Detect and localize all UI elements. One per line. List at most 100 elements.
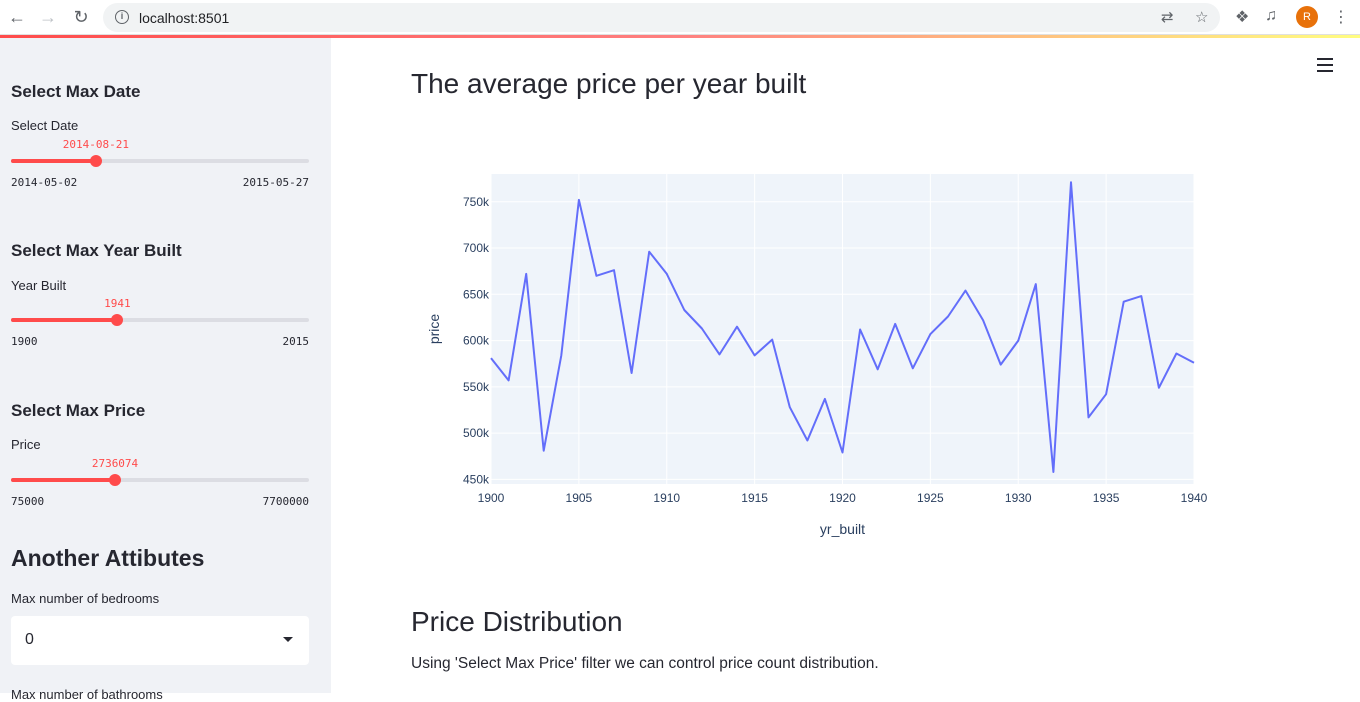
data-point xyxy=(822,396,828,402)
data-point xyxy=(1121,299,1127,305)
y-tick-label: 700k xyxy=(463,241,490,255)
slider-max: 2015 xyxy=(282,335,310,348)
data-point xyxy=(980,317,986,323)
other-attributes-title: Another Attibutes xyxy=(11,545,205,571)
data-point xyxy=(523,271,529,277)
data-point xyxy=(488,355,494,361)
app-menu-icon[interactable] xyxy=(1317,58,1333,72)
slider-min: 1900 xyxy=(11,335,38,348)
data-point xyxy=(1068,179,1074,185)
data-point xyxy=(1156,385,1162,391)
slider-thumb[interactable] xyxy=(89,155,102,167)
y-tick-label: 550k xyxy=(463,380,490,394)
data-point xyxy=(998,362,1004,368)
slider-thumb[interactable] xyxy=(111,314,124,326)
price-section-title: Select Max Price xyxy=(11,401,146,420)
x-tick-label: 1920 xyxy=(829,491,856,505)
sidebar: Select Max Date Select Date 2014-08-21 2… xyxy=(0,38,331,702)
price-slider[interactable]: 2736074 75000 7700000 xyxy=(11,457,309,517)
data-point xyxy=(769,337,775,343)
price-series-line xyxy=(490,181,1195,473)
slider-max: 7700000 xyxy=(262,495,309,508)
x-tick-label: 1915 xyxy=(741,491,768,505)
profile-avatar[interactable]: R xyxy=(1296,6,1318,28)
x-tick-label: 1905 xyxy=(566,491,593,505)
year-slider-label: Year Built xyxy=(11,278,67,293)
data-point xyxy=(1050,469,1056,475)
forward-icon[interactable]: → xyxy=(39,6,57,27)
data-point xyxy=(558,352,564,358)
date-slider-label: Select Date xyxy=(11,118,79,133)
data-point xyxy=(734,324,740,330)
data-point xyxy=(1191,360,1197,366)
data-point xyxy=(629,370,635,376)
browser-menu-icon[interactable]: ⋮ xyxy=(1333,9,1349,26)
data-point xyxy=(1033,281,1039,287)
slider-fill xyxy=(11,318,118,322)
y-tick-label: 500k xyxy=(463,426,490,440)
y-tick-label: 600k xyxy=(463,334,490,348)
data-point xyxy=(875,366,881,372)
extensions-icon[interactable]: ❖ xyxy=(1235,9,1250,26)
browser-toolbar: ← → ↻ i localhost:8501 ⇄ ☆ ❖ ♫ R ⋮ xyxy=(0,0,1360,35)
reload-icon[interactable]: ↻ xyxy=(73,6,89,27)
slider-track[interactable] xyxy=(11,318,309,322)
x-tick-label: 1900 xyxy=(478,491,505,505)
x-tick-label: 1940 xyxy=(1181,491,1208,505)
data-point xyxy=(1086,414,1092,420)
bookmark-star-icon[interactable]: ☆ xyxy=(1195,9,1209,26)
year-section-title: Select Max Year Built xyxy=(11,241,182,260)
chevron-down-icon[interactable] xyxy=(283,637,293,642)
media-controls-icon[interactable]: ♫ xyxy=(1265,7,1277,24)
data-point xyxy=(892,321,898,327)
data-point xyxy=(1138,293,1144,299)
data-point xyxy=(1173,351,1179,357)
url-text[interactable]: localhost:8501 xyxy=(139,10,230,26)
page-title: The average price per year built xyxy=(411,68,807,99)
date-section-title: Select Max Date xyxy=(11,82,141,101)
bathrooms-label: Max number of bathrooms xyxy=(11,687,163,702)
data-point xyxy=(699,326,705,332)
data-point xyxy=(1103,391,1109,397)
slider-fill xyxy=(11,478,115,482)
x-tick-label: 1930 xyxy=(1005,491,1032,505)
slider-fill xyxy=(11,159,96,163)
bedrooms-select[interactable]: 0 xyxy=(11,616,309,665)
x-axis-title: yr_built xyxy=(820,521,865,537)
data-point xyxy=(681,307,687,313)
address-bar[interactable]: i localhost:8501 ⇄ ☆ xyxy=(103,3,1220,32)
x-tick-label: 1925 xyxy=(917,491,944,505)
date-slider[interactable]: 2014-08-21 2014-05-02 2015-05-27 xyxy=(11,138,309,198)
slider-min: 2014-05-02 xyxy=(11,176,78,189)
year-slider[interactable]: 1941 1900 2015 xyxy=(11,297,309,357)
data-point xyxy=(593,273,599,279)
x-tick-label: 1935 xyxy=(1093,491,1120,505)
data-point xyxy=(664,271,670,277)
price-line-chart[interactable]: 1900 1905 1910 1915 1920 1925 1930 1935 1940 450k… xyxy=(411,150,1231,550)
y-tick-label: 750k xyxy=(463,195,490,209)
slider-thumb[interactable] xyxy=(109,474,121,486)
data-point xyxy=(963,288,969,294)
slider-max: 2015-05-27 xyxy=(242,176,309,189)
section-title: Price Distribution xyxy=(411,606,623,637)
slider-track[interactable] xyxy=(11,478,309,482)
translate-icon[interactable]: ⇄ xyxy=(1161,9,1174,26)
price-slider-label: Price xyxy=(11,437,41,452)
x-tick-label: 1910 xyxy=(653,491,680,505)
data-point xyxy=(927,331,933,337)
back-icon[interactable]: ← xyxy=(8,6,26,27)
data-point xyxy=(1015,338,1021,344)
data-point xyxy=(945,314,951,320)
y-tick-label: 450k xyxy=(463,472,490,486)
site-info-icon[interactable]: i xyxy=(115,10,129,24)
data-point xyxy=(787,404,793,410)
slider-track[interactable] xyxy=(11,159,309,163)
slider-value: 1941 xyxy=(104,297,131,310)
app-top-decoration xyxy=(0,35,1360,38)
data-point xyxy=(716,351,722,357)
slider-min: 75000 xyxy=(11,495,45,508)
y-tick-label: 650k xyxy=(463,287,490,301)
bedrooms-select-value: 0 xyxy=(25,631,34,648)
slider-value: 2014-08-21 xyxy=(62,138,130,151)
y-axis-title: price xyxy=(426,314,442,345)
